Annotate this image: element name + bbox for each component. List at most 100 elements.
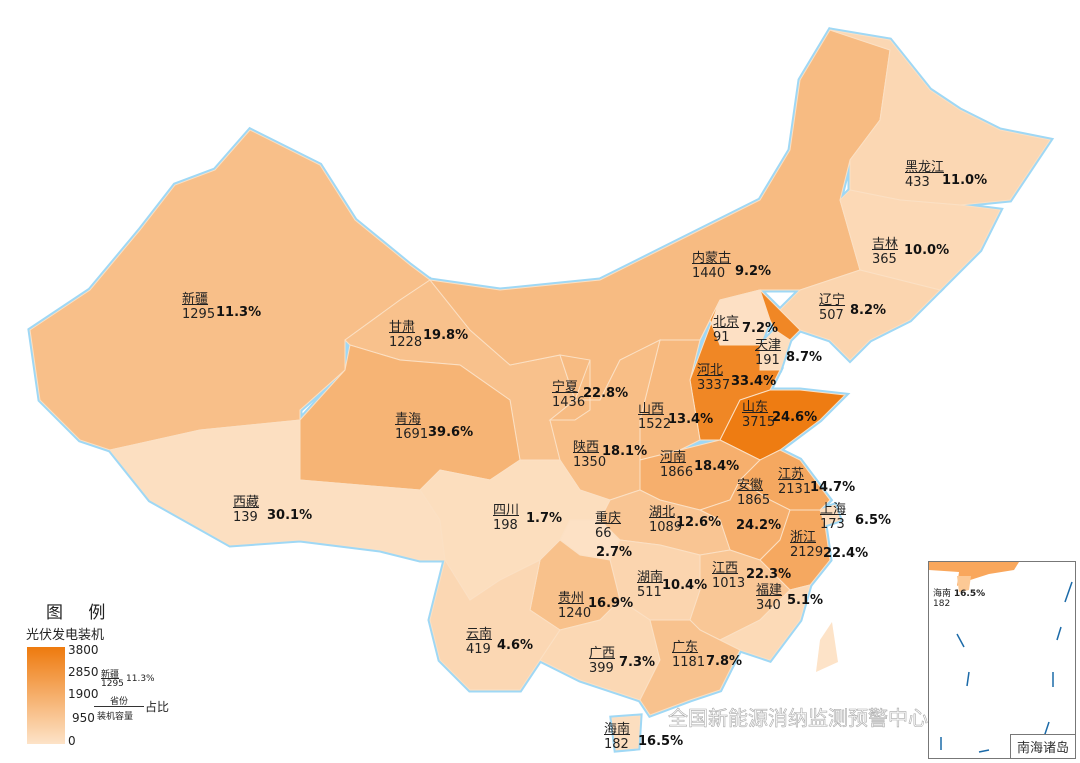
province-name: 天津	[755, 338, 782, 353]
province-name: 内蒙古	[692, 251, 732, 266]
province-jilin	[839, 189, 1001, 291]
province-label: 贵州 1240	[558, 591, 591, 621]
province-value: 1866	[660, 465, 694, 480]
province-name: 福建	[756, 583, 783, 598]
province-name: 广东	[672, 640, 699, 655]
province-label: 重庆 66	[595, 511, 621, 541]
province-value: 1228	[389, 335, 423, 350]
province-label: 广西 399	[589, 646, 615, 676]
province-label: 宁夏 1436	[552, 380, 585, 410]
province-name: 重庆	[595, 511, 622, 526]
province-label: 山东 3715	[742, 400, 775, 430]
province-label: 青海 1691	[395, 412, 428, 442]
inset-map	[929, 562, 1073, 753]
province-label: 新疆 1295	[182, 292, 215, 322]
province-value: 1440	[692, 266, 726, 281]
province-value: 66	[595, 526, 612, 541]
legend-tick: 3800	[68, 643, 99, 657]
province-share: 10.4%	[662, 578, 708, 593]
province-value: 1013	[712, 576, 746, 591]
province-value: 1240	[558, 606, 592, 621]
province-label: 广东 1181	[672, 640, 705, 670]
legend-subtitle: 光伏发电装机	[26, 628, 105, 643]
province-label: 河南 1866	[660, 450, 693, 480]
province-label: 内蒙古 1440	[692, 251, 731, 281]
province-name: 陕西	[573, 440, 600, 455]
province-value: 1436	[552, 395, 586, 410]
province-label: 辽宁 507	[819, 293, 845, 323]
province-name: 吉林	[872, 237, 899, 252]
province-share: 18.1%	[602, 444, 648, 459]
legend-key-right: 占比	[145, 700, 170, 714]
province-label: 安徽 1865	[737, 478, 770, 508]
province-name: 浙江	[790, 530, 817, 545]
inset-land	[929, 562, 1019, 586]
province-label: 山西 1522	[638, 402, 671, 432]
watermark: 全国新能源消纳监测预警中心	[668, 706, 929, 731]
province-value: 173	[820, 517, 845, 532]
province-name: 宁夏	[552, 380, 579, 395]
province-name: 黑龙江	[905, 160, 945, 175]
province-name: 贵州	[558, 591, 585, 606]
province-name: 西藏	[233, 495, 260, 510]
province-label: 云南 419	[466, 627, 492, 657]
legend-example-value: 1295	[101, 679, 124, 689]
province-share: 22.3%	[746, 567, 792, 582]
province-value: 3715	[742, 415, 776, 430]
province-guangdong	[639, 619, 741, 716]
province-name: 上海	[820, 502, 847, 517]
province-share: 33.4%	[731, 374, 777, 389]
legend-tick: 950	[72, 711, 95, 725]
province-share: 22.8%	[583, 386, 629, 401]
province-share: 8.2%	[850, 303, 887, 318]
province-liaoning	[779, 269, 941, 361]
province-value: 399	[589, 661, 614, 676]
province-share: 10.0%	[904, 243, 950, 258]
province-share: 16.9%	[588, 596, 634, 611]
province-share: 11.3%	[216, 305, 262, 320]
province-share: 14.7%	[810, 480, 856, 495]
province-name: 北京	[713, 315, 740, 330]
province-value: 191	[755, 353, 780, 368]
province-value: 91	[713, 330, 730, 345]
province-value: 139	[233, 510, 258, 525]
province-share: 39.6%	[428, 425, 474, 440]
province-share: 2.7%	[596, 545, 633, 560]
province-label: 西藏 139	[233, 495, 259, 525]
province-value: 198	[493, 518, 518, 533]
province-name: 湖北	[649, 505, 676, 520]
province-name: 河北	[697, 363, 724, 378]
province-label: 上海 173	[820, 502, 846, 532]
legend-key-divider	[94, 706, 144, 707]
province-label: 四川 198	[493, 503, 519, 533]
province-name: 江苏	[778, 467, 805, 482]
province-name: 云南	[466, 627, 493, 642]
legend-key-bottom: 装机容量	[97, 712, 134, 722]
legend-tick: 0	[68, 734, 76, 748]
province-value: 1522	[638, 417, 672, 432]
province-value: 433	[905, 175, 930, 190]
legend-example-pct: 11.3%	[126, 674, 155, 684]
province-share: 22.4%	[823, 546, 869, 561]
province-label: 湖北 1089	[649, 505, 682, 535]
province-value: 2129	[790, 545, 824, 560]
province-value: 1691	[395, 427, 429, 442]
legend-tick: 2850	[68, 665, 99, 679]
province-taiwan	[816, 622, 838, 672]
province-label: 福建 340	[756, 583, 782, 613]
province-value: 182	[604, 737, 629, 752]
legend-title: 图 例	[46, 603, 116, 623]
province-value: 1181	[672, 655, 706, 670]
province-share: 24.2%	[736, 518, 782, 533]
province-name: 新疆	[182, 292, 209, 307]
province-share: 9.2%	[735, 264, 772, 279]
province-value: 365	[872, 252, 897, 267]
province-name: 广西	[589, 646, 616, 661]
province-name: 河南	[660, 450, 687, 465]
province-share: 30.1%	[267, 508, 313, 523]
province-heilongjiang	[829, 29, 1051, 206]
province-label: 江苏 2131	[778, 467, 811, 497]
province-name: 青海	[395, 412, 422, 427]
province-name: 湖南	[637, 570, 664, 585]
province-label: 黑龙江 433	[905, 160, 944, 190]
